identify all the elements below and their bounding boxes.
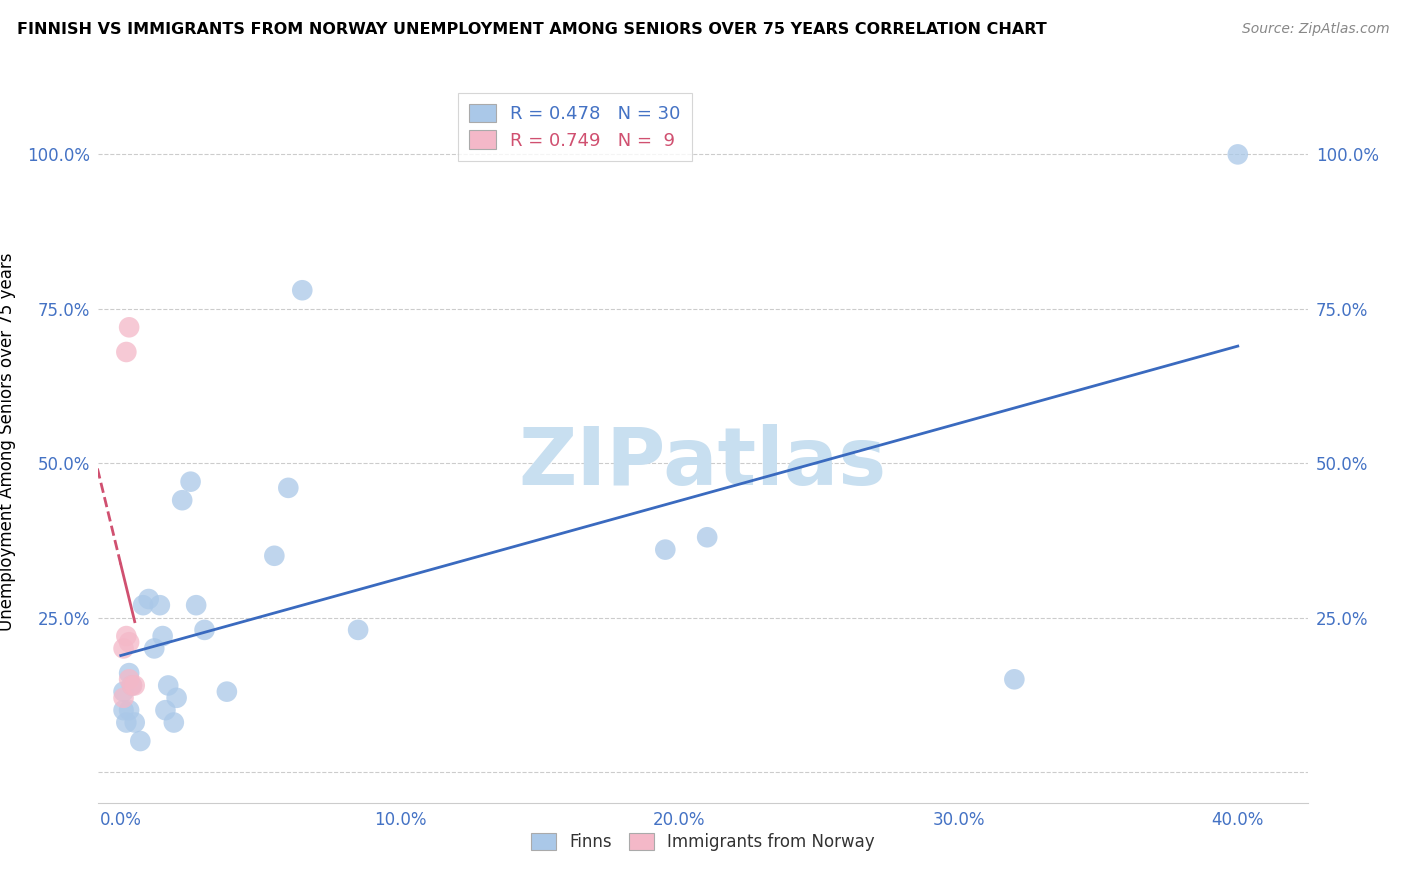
Point: [112, 690, 135, 705]
Point: [263, 549, 285, 563]
Point: [696, 530, 718, 544]
Point: [115, 345, 138, 359]
Point: [215, 684, 238, 698]
Point: [149, 598, 172, 612]
Point: [112, 641, 135, 656]
Point: [152, 629, 174, 643]
Point: [118, 635, 141, 649]
Point: [654, 542, 676, 557]
Point: [112, 703, 135, 717]
Text: FINNISH VS IMMIGRANTS FROM NORWAY UNEMPLOYMENT AMONG SENIORS OVER 75 YEARS CORRE: FINNISH VS IMMIGRANTS FROM NORWAY UNEMPL…: [17, 22, 1046, 37]
Point: [118, 666, 141, 681]
Point: [124, 715, 146, 730]
Point: [157, 678, 180, 692]
Point: [118, 673, 141, 687]
Point: [166, 690, 188, 705]
Y-axis label: Unemployment Among Seniors over 75 years: Unemployment Among Seniors over 75 years: [0, 252, 15, 631]
Point: [121, 678, 143, 692]
Point: [1226, 147, 1249, 161]
Point: [163, 715, 186, 730]
Legend: Finns, Immigrants from Norway: Finns, Immigrants from Norway: [523, 825, 883, 860]
Point: [143, 641, 166, 656]
Point: [115, 629, 138, 643]
Point: [193, 623, 215, 637]
Point: [172, 493, 194, 508]
Point: [180, 475, 202, 489]
Point: [138, 592, 160, 607]
Point: [112, 684, 135, 698]
Point: [132, 598, 155, 612]
Point: [347, 623, 370, 637]
Point: [124, 678, 146, 692]
Point: [186, 598, 208, 612]
Point: [291, 283, 314, 297]
Point: [121, 678, 143, 692]
Point: [118, 320, 141, 334]
Point: [118, 703, 141, 717]
Text: ZIPatlas: ZIPatlas: [519, 425, 887, 502]
Point: [277, 481, 299, 495]
Point: [1002, 673, 1025, 687]
Point: [155, 703, 177, 717]
Point: [115, 715, 138, 730]
Point: [129, 734, 152, 748]
Text: Source: ZipAtlas.com: Source: ZipAtlas.com: [1241, 22, 1389, 37]
